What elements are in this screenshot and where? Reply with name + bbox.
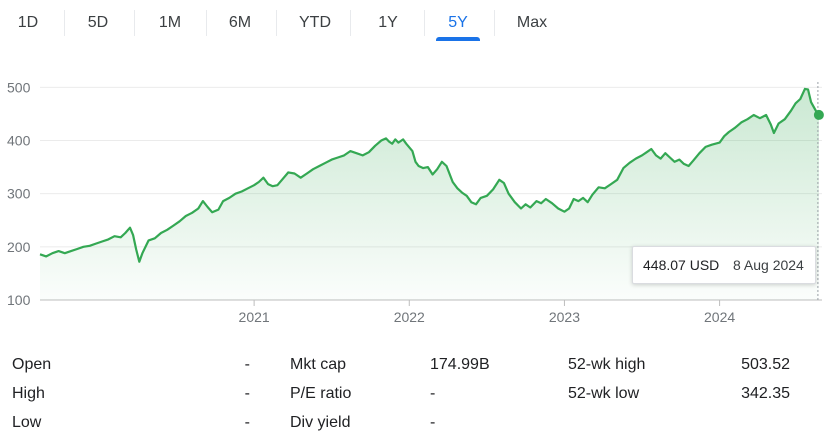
tab-1y[interactable]: 1Y	[378, 14, 398, 31]
tab-1d[interactable]: 1D	[17, 14, 39, 31]
tab-6m[interactable]: 6M	[228, 14, 252, 31]
stat-pe-ratio-label: P/E ratio	[290, 385, 352, 402]
tab-divider	[64, 10, 65, 36]
tab-divider	[134, 10, 135, 36]
last-price-dot	[813, 109, 824, 120]
price-area-fill	[40, 88, 819, 301]
stat-open-label: Open	[12, 356, 52, 373]
stat-high-value: -	[244, 385, 250, 402]
stat-low-value: -	[244, 414, 250, 431]
x-tick-label: 2021	[239, 309, 270, 325]
y-tick-label: 100	[7, 292, 31, 308]
tooltip-price: 448.07 USD	[643, 257, 720, 273]
tab-5d[interactable]: 5D	[87, 14, 109, 31]
stat-low-label: Low	[12, 414, 42, 431]
tab-ytd[interactable]: YTD	[299, 14, 331, 31]
tab-5y[interactable]: 5Y	[448, 14, 468, 31]
y-tick-label: 300	[7, 186, 31, 202]
price-tooltip: 448.07 USD 8 Aug 2024	[632, 246, 816, 284]
stat-div-yield-label: Div yield	[290, 414, 351, 431]
tooltip-date: 8 Aug 2024	[733, 257, 804, 273]
tab-max[interactable]: Max	[516, 14, 548, 31]
price-chart[interactable]: 100 200 300 400 500 2021 2022 2023 2024	[0, 60, 830, 340]
stat-52wk-low-label: 52-wk low	[568, 385, 640, 402]
tab-divider	[276, 10, 277, 36]
stats-table: Open - High - Low - Mkt cap 174.99B P/E …	[0, 348, 830, 440]
stat-52wk-low-value: 342.35	[741, 385, 790, 402]
tab-divider	[206, 10, 207, 36]
y-axis: 100 200 300 400 500	[7, 79, 31, 308]
price-line	[39, 87, 820, 263]
stat-52wk-high-value: 503.52	[741, 356, 790, 373]
x-tick-label: 2023	[549, 309, 580, 325]
stat-div-yield-value: -	[430, 414, 436, 431]
stat-mkt-cap-label: Mkt cap	[290, 356, 347, 373]
x-tick-label: 2024	[704, 309, 735, 325]
stat-52wk-high-label: 52-wk high	[568, 356, 646, 373]
y-tick-label: 500	[7, 79, 31, 95]
active-tab-indicator	[436, 37, 480, 41]
y-tick-label: 400	[7, 132, 31, 148]
tab-divider	[424, 10, 425, 36]
tab-1m[interactable]: 1M	[158, 14, 182, 31]
stat-pe-ratio-value: -	[430, 385, 436, 402]
tab-divider	[350, 10, 351, 36]
stat-high-label: High	[12, 385, 45, 402]
y-tick-label: 200	[7, 239, 31, 255]
tab-divider	[494, 10, 495, 36]
range-tabs: 1D 5D 1M 6M YTD 1Y 5Y Max	[0, 0, 830, 44]
stat-open-value: -	[244, 356, 250, 373]
stat-mkt-cap-value: 174.99B	[430, 356, 490, 373]
x-tick-label: 2022	[394, 309, 425, 325]
x-axis: 2021 2022 2023 2024	[239, 300, 735, 325]
